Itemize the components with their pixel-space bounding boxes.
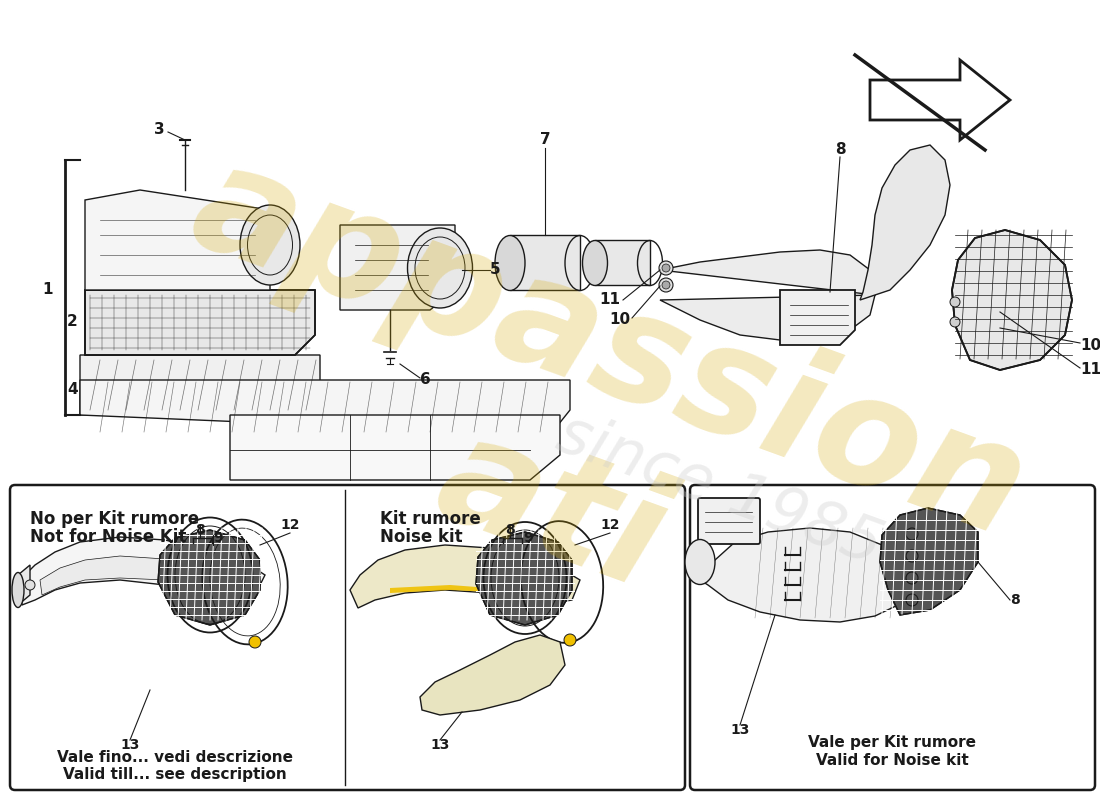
Text: Not for Noise Kit: Not for Noise Kit <box>30 528 186 546</box>
Text: 8: 8 <box>1010 593 1020 607</box>
Circle shape <box>25 580 35 590</box>
Text: Vale per Kit rumore: Vale per Kit rumore <box>808 735 976 750</box>
Text: 4: 4 <box>67 382 78 398</box>
Polygon shape <box>40 556 235 595</box>
Polygon shape <box>85 290 315 355</box>
Circle shape <box>662 264 670 272</box>
Ellipse shape <box>685 539 715 585</box>
FancyBboxPatch shape <box>698 498 760 544</box>
Polygon shape <box>80 355 320 415</box>
Text: 9: 9 <box>213 531 222 545</box>
Text: Valid till... see description: Valid till... see description <box>63 767 287 782</box>
Polygon shape <box>230 415 560 480</box>
FancyBboxPatch shape <box>10 485 685 790</box>
Text: 8: 8 <box>505 523 515 537</box>
Ellipse shape <box>240 205 300 285</box>
Polygon shape <box>780 290 855 345</box>
Text: 10: 10 <box>1080 338 1100 353</box>
Text: 10: 10 <box>609 313 630 327</box>
Polygon shape <box>158 530 260 625</box>
Text: Noise kit: Noise kit <box>379 528 463 546</box>
Polygon shape <box>860 145 950 300</box>
Polygon shape <box>476 532 572 625</box>
FancyBboxPatch shape <box>690 485 1094 790</box>
Polygon shape <box>18 565 30 605</box>
Circle shape <box>659 261 673 275</box>
Polygon shape <box>20 537 265 605</box>
Text: Kit rumore: Kit rumore <box>379 510 481 528</box>
Text: 11: 11 <box>1080 362 1100 378</box>
Text: 13: 13 <box>730 723 750 737</box>
Polygon shape <box>350 545 580 608</box>
Polygon shape <box>880 508 978 615</box>
Text: 2: 2 <box>67 314 78 330</box>
Polygon shape <box>700 528 910 622</box>
Ellipse shape <box>12 573 24 607</box>
Text: 8: 8 <box>835 142 845 158</box>
Polygon shape <box>510 235 580 290</box>
Ellipse shape <box>583 241 607 286</box>
Polygon shape <box>340 225 455 310</box>
Polygon shape <box>870 60 1010 140</box>
Polygon shape <box>420 635 565 715</box>
Text: 8: 8 <box>195 523 205 537</box>
Text: appassion
ati: appassion ati <box>114 130 1045 730</box>
Circle shape <box>950 317 960 327</box>
Text: 13: 13 <box>430 738 450 752</box>
Polygon shape <box>952 230 1072 370</box>
Text: Vale fino... vedi descrizione: Vale fino... vedi descrizione <box>57 750 293 765</box>
Circle shape <box>662 281 670 289</box>
Circle shape <box>564 634 576 646</box>
Circle shape <box>950 297 960 307</box>
Text: 13: 13 <box>120 738 140 752</box>
Polygon shape <box>595 240 650 285</box>
Text: 11: 11 <box>600 293 620 307</box>
Polygon shape <box>390 585 490 593</box>
Text: 12: 12 <box>601 518 619 532</box>
Text: 3: 3 <box>154 122 165 138</box>
Text: 9: 9 <box>522 531 532 545</box>
Text: 5: 5 <box>490 262 500 278</box>
Text: No per Kit rumore: No per Kit rumore <box>30 510 199 528</box>
Text: Valid for Noise kit: Valid for Noise kit <box>815 753 968 768</box>
Ellipse shape <box>407 228 473 308</box>
Text: since 1985: since 1985 <box>549 403 891 577</box>
Polygon shape <box>85 190 270 290</box>
Polygon shape <box>80 380 570 435</box>
Text: 12: 12 <box>280 518 299 532</box>
Ellipse shape <box>495 235 525 290</box>
Circle shape <box>659 278 673 292</box>
Text: 6: 6 <box>420 373 431 387</box>
Text: 7: 7 <box>540 133 550 147</box>
Text: 1: 1 <box>43 282 53 298</box>
Circle shape <box>249 636 261 648</box>
Polygon shape <box>660 250 874 340</box>
